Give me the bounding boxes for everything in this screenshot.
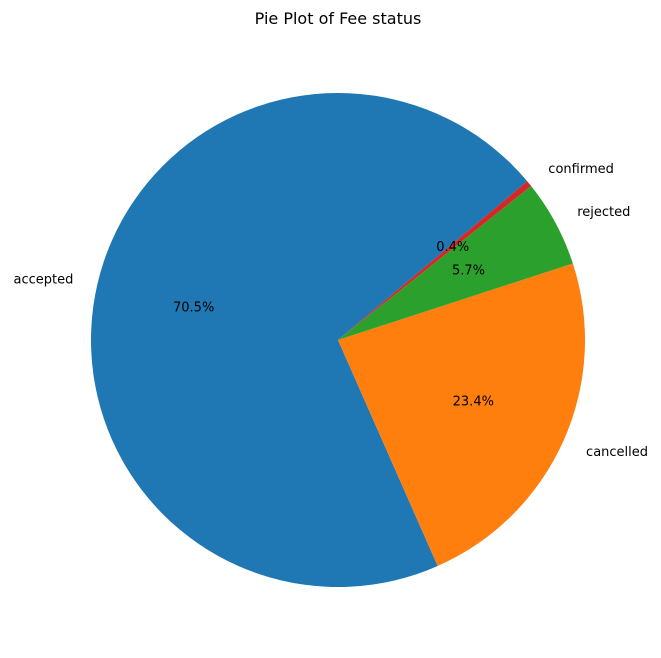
pct-label-confirmed: 0.4% <box>436 240 469 255</box>
pie-slice-cancelled <box>338 263 585 566</box>
pie-percent-labels: 70.5% 23.4% 5.7% 0.4% <box>173 240 494 409</box>
pct-label-cancelled: 23.4% <box>453 394 494 409</box>
outer-label-accepted: accepted <box>14 272 74 287</box>
outer-label-cancelled: cancelled <box>586 445 648 460</box>
pct-label-accepted: 70.5% <box>173 300 214 315</box>
pct-label-rejected: 5.7% <box>452 264 485 279</box>
outer-label-rejected: rejected <box>577 205 630 220</box>
pie-slice-rejected <box>338 186 573 340</box>
pie-slice-confirmed <box>338 181 532 340</box>
outer-label-confirmed: confirmed <box>548 162 614 177</box>
chart-title: Pie Plot of Fee status <box>255 9 422 28</box>
pie-slice-accepted <box>91 93 528 587</box>
pie-slices <box>91 93 585 587</box>
pie-outer-labels: accepted cancelled rejected confirmed <box>14 162 649 460</box>
